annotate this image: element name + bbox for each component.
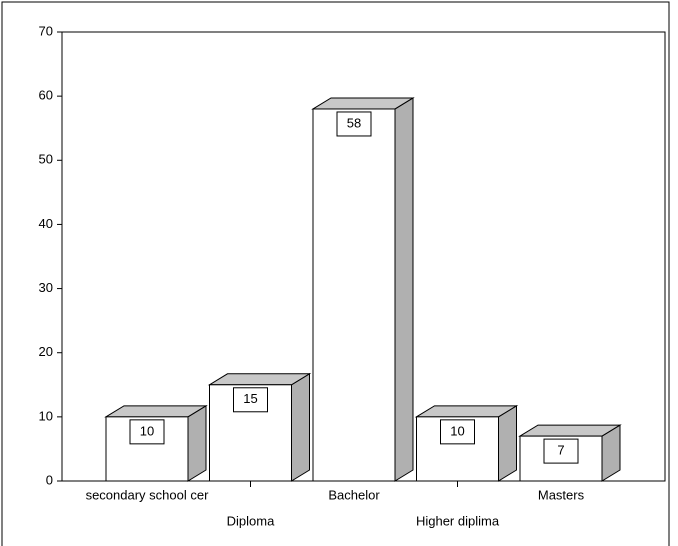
value-label: 10 [140, 423, 154, 438]
value-label-box [129, 419, 165, 445]
y-tick-label: 20 [39, 344, 53, 359]
x-tick-label: Higher diplima [416, 513, 500, 528]
y-tick-label: 50 [39, 152, 53, 167]
y-tick-label: 0 [46, 472, 53, 487]
y-tick-label: 40 [39, 216, 53, 231]
y-tick-label: 30 [39, 280, 53, 295]
value-label-box [233, 387, 268, 413]
bar-top [104, 405, 208, 418]
value-label: 10 [450, 423, 464, 438]
value-label: 58 [347, 115, 361, 130]
y-tick-label: 70 [39, 23, 53, 38]
bar-side [187, 404, 207, 482]
bar-top [207, 373, 312, 386]
bar-side [291, 372, 310, 482]
y-tick-label: 60 [39, 88, 53, 103]
bar-top [414, 405, 519, 418]
value-label: 7 [557, 443, 564, 458]
bar [416, 416, 499, 482]
bar-top [518, 424, 622, 437]
x-tick-label: secondary school cer [86, 487, 210, 502]
x-tick-label: Masters [538, 487, 585, 502]
value-label-box [543, 438, 579, 464]
bar-top [311, 97, 415, 110]
value-label-box [336, 111, 372, 137]
value-label: 15 [243, 391, 257, 406]
y-tick-label: 10 [39, 408, 53, 423]
bar-side [498, 404, 517, 482]
bar [312, 108, 396, 482]
x-tick-label: Bachelor [328, 487, 380, 502]
x-tick-label: Diploma [227, 513, 275, 528]
value-label-box [440, 419, 475, 445]
bar-side [394, 97, 414, 482]
